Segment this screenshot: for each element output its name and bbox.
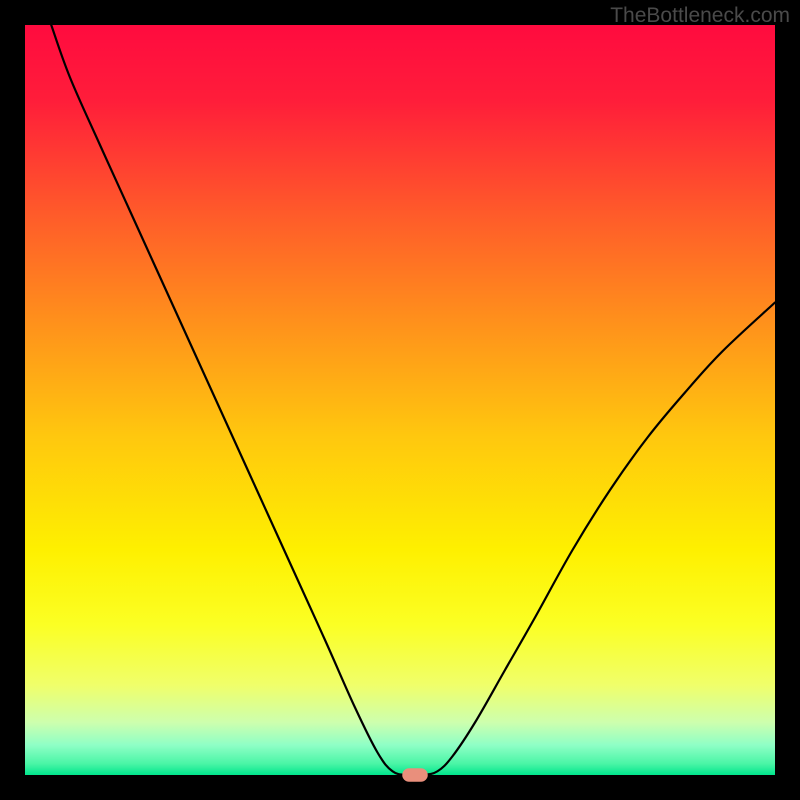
gradient-background bbox=[25, 25, 775, 775]
bottleneck-chart: TheBottleneck.com bbox=[0, 0, 800, 800]
plot-area bbox=[0, 0, 800, 800]
optimal-marker bbox=[402, 768, 428, 782]
attribution-label: TheBottleneck.com bbox=[610, 4, 790, 28]
